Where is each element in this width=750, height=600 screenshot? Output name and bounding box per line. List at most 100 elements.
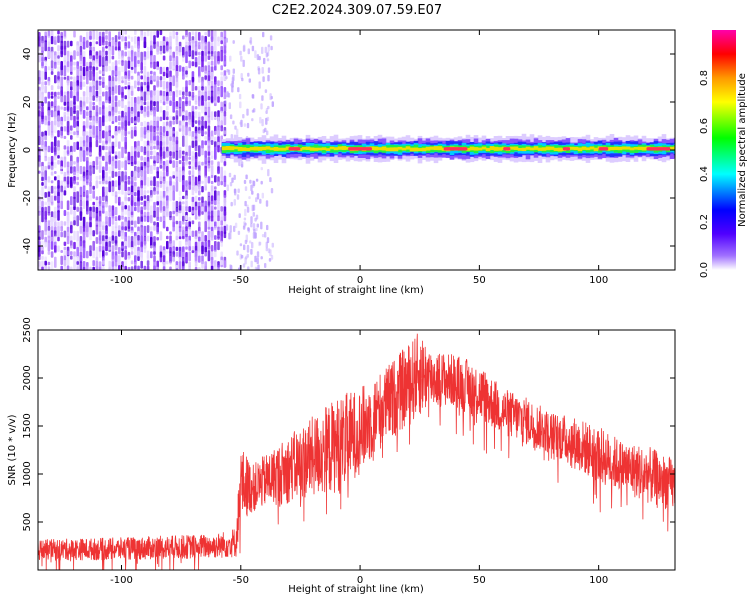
noise-cell [210,30,214,42]
noise-cell [182,95,185,100]
noise-cell [41,176,44,182]
noise-cell [201,180,204,184]
noise-cell [188,32,191,42]
noise-cell [86,265,89,270]
noise-cell [223,130,227,135]
noise-cell [188,60,191,69]
noise-cell [201,86,204,91]
noise-cell [207,106,211,118]
noise-cell [130,117,134,124]
noise-cell [271,242,274,248]
noise-cell [240,163,244,167]
noise-cell [237,188,240,193]
noise-cell [220,71,223,76]
noise-cell [166,45,169,53]
noise-cell [269,35,273,41]
signal-hotspot [348,147,372,151]
noise-cell [108,50,111,62]
noise-cell [178,147,182,151]
noise-cell [89,101,92,108]
signal-band-cell [405,146,411,150]
noise-cell [54,171,57,174]
noise-cell [102,210,105,214]
noise-cell [111,37,115,41]
noise-cell [50,165,54,172]
signal-band-cell [309,147,315,151]
noise-cell [114,85,118,94]
x-tick-label: -100 [110,275,133,286]
noise-cell [76,156,79,163]
noise-cell [185,70,188,75]
noise-cell [252,212,255,217]
noise-cell [159,80,163,88]
noise-cell [198,255,201,263]
noise-cell [150,80,153,85]
noise-cell [82,196,86,201]
noise-cell [223,75,227,81]
noise-cell [82,76,86,80]
noise-cell [201,55,204,62]
noise-cell [261,192,264,199]
noise-cell [118,55,121,60]
noise-cell [118,230,121,237]
y-tick-label: 0 [22,147,33,153]
noise-cell [254,50,257,59]
noise-cell [41,61,44,67]
noise-cell [162,261,166,268]
noise-cell [54,125,57,134]
noise-cell [178,210,182,221]
noise-cell [60,250,63,253]
signal-band-cell [517,148,523,151]
noise-cell [130,241,134,249]
noise-cell [73,196,76,209]
noise-cell [214,246,217,252]
noise-cell [98,80,102,86]
noise-cell [89,170,92,182]
noise-cell [217,195,220,204]
noise-cell [159,206,163,213]
noise-cell [73,131,76,136]
noise-cell [172,130,175,134]
noise-cell [245,174,248,180]
noise-cell [159,76,163,81]
signal-band-cell [337,146,343,150]
noise-cell [124,196,127,202]
noise-cell [243,221,246,228]
signal-band-cell [473,147,479,151]
noise-cell [217,41,220,47]
noise-cell [191,61,195,67]
noise-cell [204,221,207,233]
noise-cell [191,50,195,60]
noise-cell [178,190,182,196]
colorbar-tick-label: 0.8 [699,70,710,86]
noise-cell [169,211,172,218]
noise-cell [214,200,217,206]
noise-cell [214,235,217,240]
noise-cell [201,100,204,106]
noise-cell [188,80,191,86]
noise-cell [156,226,159,235]
noise-cell [108,115,111,122]
noise-cell [86,96,89,104]
noise-cell [198,241,201,253]
noise-cell [162,110,166,121]
noise-cell [220,240,223,247]
noise-cell [198,66,201,78]
noise-cell [270,96,273,100]
noise-cell [245,234,248,243]
noise-cell [140,126,143,139]
noise-cell [185,100,188,105]
noise-cell [82,191,86,198]
noise-cell [178,125,182,129]
noise-cell [127,50,131,57]
noise-cell [124,221,127,228]
noise-cell [98,86,102,95]
noise-cell [95,220,99,224]
noise-cell [92,230,95,237]
noise-cell [246,244,250,253]
noise-cell [162,76,166,81]
noise-cell [229,231,232,240]
noise-cell [98,245,102,253]
noise-cell [255,178,259,182]
